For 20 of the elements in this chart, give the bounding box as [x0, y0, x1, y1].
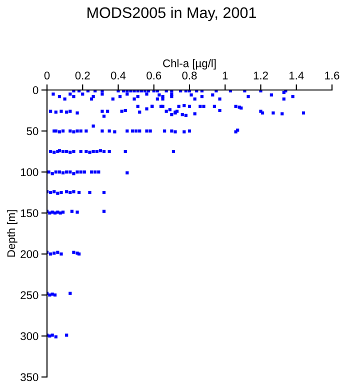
- y-tick-label: 200: [20, 250, 38, 258]
- y-axis-title: Depth [m]: [6, 210, 18, 257]
- x-tick-label: 1.2: [254, 72, 268, 80]
- y-tick-label: 0: [32, 86, 38, 94]
- y-tick-label: 50: [26, 127, 38, 136]
- y-tick-label: 350: [20, 373, 38, 382]
- y-tick-label: 250: [20, 291, 38, 300]
- x-tick-label: 0: [44, 72, 50, 80]
- x-tick-label: 0.4: [110, 72, 126, 80]
- y-tick-label: 100: [20, 168, 38, 176]
- x-axis-title: Chl-a [µg/l]: [163, 59, 216, 70]
- x-tick-label: 1.4: [290, 72, 304, 80]
- x-tick-label: 0.2: [75, 72, 90, 80]
- x-tick-label: 1: [222, 72, 228, 80]
- chart-title: MODS2005 in May, 2001: [88, 6, 256, 22]
- x-tick-label: 1.6: [325, 72, 340, 80]
- y-tick-label: 150: [20, 209, 38, 218]
- x-tick-label: 0.6: [146, 72, 162, 80]
- x-tick-label: 0.8: [182, 72, 197, 80]
- y-tick-label: 300: [20, 332, 38, 340]
